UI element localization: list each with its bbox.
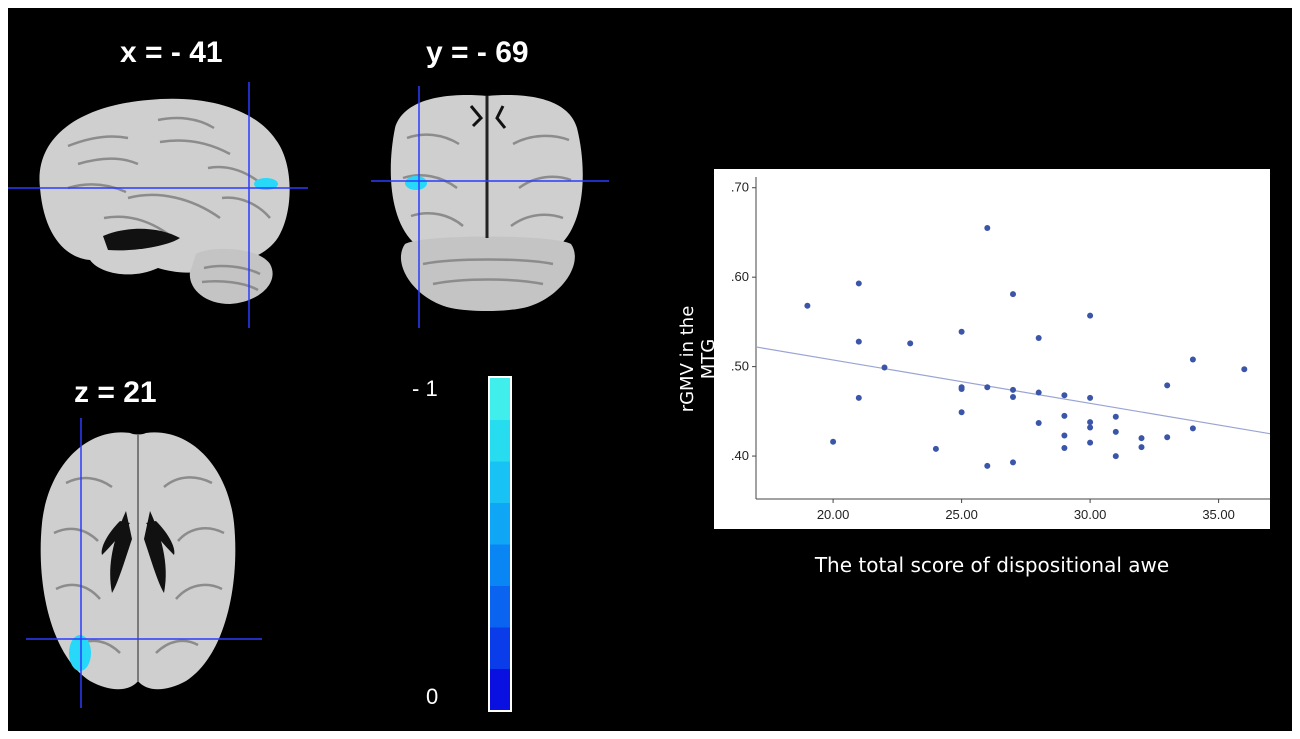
scatter-plot-svg: .40 .50 .60 .70 20.00 25.00 30.00 35.00 [731,177,1271,522]
y-tick-label: .50 [731,359,749,374]
data-point [1112,453,1119,460]
data-point [907,340,914,347]
y-axis-label: rGMV in the MTG [677,305,719,413]
data-point [1010,394,1016,401]
data-point [1241,366,1248,373]
sagittal-brain-slice [8,82,308,328]
data-point [830,438,837,445]
data-point [1112,428,1119,435]
colorbar-segment [490,461,510,503]
data-point [881,364,888,371]
colorbar-gradient [490,378,510,710]
scatter-plot: .40 .50 .60 .70 20.00 25.00 30.00 35.00 [714,169,1271,529]
x-tick-label: 20.00 [817,507,850,522]
data-point [804,302,811,309]
data-point [1164,434,1171,441]
colorbar-segment [490,378,510,420]
data-point [1061,412,1068,419]
data-point [984,384,991,391]
x-tick-label: 30.00 [1074,507,1107,522]
data-point [1087,439,1094,446]
colorbar-segment [490,585,510,628]
data-point [1138,435,1145,442]
axial-brain-slice [26,418,262,708]
data-point [1010,291,1016,298]
data-point [1087,312,1094,319]
data-point [1061,432,1068,439]
data-point [1035,419,1042,426]
data-point [1087,424,1094,431]
data-point [958,385,965,392]
figure-panel: x = - 41 y = - 69 z = 21 [8,8,1292,731]
colorbar-segment [490,544,510,586]
data-point [1112,413,1119,420]
data-point [984,224,991,231]
colorbar-segment [490,668,510,710]
data-point [984,462,991,469]
data-point [1010,386,1016,393]
data-point [1138,444,1145,451]
sagittal-slice-label: x = - 41 [120,36,223,69]
y-tick-label: .60 [731,269,749,284]
y-tick-label: .40 [731,448,749,463]
colorbar-segment [490,502,510,545]
data-point [1061,392,1068,399]
coronal-slice-label: y = - 69 [426,36,529,69]
data-point [1164,382,1171,389]
colorbar-segment [490,419,510,462]
data-point [958,328,965,335]
x-tick-label: 25.00 [945,507,978,522]
data-point [855,394,862,401]
coronal-brain-slice [371,86,609,328]
data-point [1035,335,1042,341]
x-tick-label: 35.00 [1202,507,1235,522]
colorbar-min-label: 0 [426,684,439,709]
data-point [855,280,862,287]
colorbar-segment [490,627,510,669]
data-point [1189,356,1196,363]
axial-slice-label: z = 21 [74,376,157,409]
data-point [855,338,862,345]
data-point [1087,394,1094,401]
data-point [1189,425,1196,432]
data-point [1010,459,1016,466]
colorbar-max-label: - 1 [412,376,438,401]
data-point [1035,389,1042,396]
data-point [958,409,965,416]
data-point [1087,419,1094,426]
colorbar [488,376,512,712]
x-axis-label: The total score of dispositional awe [814,553,1170,577]
data-point [1061,445,1068,452]
data-point [932,445,939,452]
y-tick-label: .70 [731,180,749,195]
